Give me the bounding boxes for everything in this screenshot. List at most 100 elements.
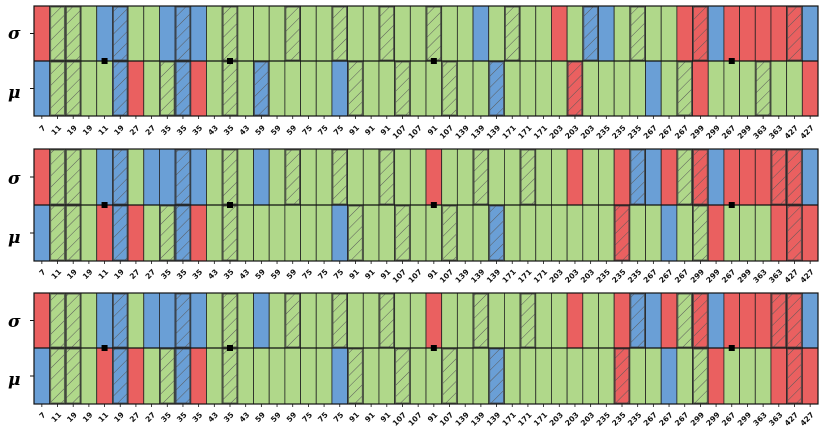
x-tick-label: 267 — [642, 410, 659, 427]
hatch-overlay — [442, 61, 457, 116]
x-tick-label: 139 — [469, 410, 486, 427]
x-tick-label: 299 — [704, 410, 721, 427]
heatmap-cell — [331, 204, 349, 262]
heatmap-cell — [253, 347, 270, 405]
heatmap-cell — [723, 60, 740, 117]
heatmap-cell — [300, 148, 317, 206]
heatmap-cell — [80, 60, 98, 117]
heatmap-cell — [582, 347, 599, 405]
heatmap-cell — [723, 5, 740, 62]
x-tick-label: 75 — [316, 123, 330, 137]
x-tick-label: 139 — [453, 123, 470, 140]
heatmap-cell — [409, 148, 427, 206]
panel-1: σ μ 7 11 19 19 11 19 27 27 35 35 35 43 35 43 59 59 59 75 7… — [8, 5, 819, 141]
heatmap-cell — [425, 204, 443, 262]
hatch-overlay — [771, 149, 787, 205]
heatmap-cell — [237, 5, 254, 62]
heatmap-cell — [566, 204, 584, 262]
heatmap-cell — [535, 5, 552, 62]
hatch-overlay — [630, 6, 645, 61]
row-label-mu: μ — [8, 228, 20, 248]
x-tick-label: 203 — [579, 123, 596, 140]
x-tick-label: 43 — [206, 267, 220, 281]
x-tick-label: 171 — [516, 123, 533, 140]
x-tick-label: 91 — [363, 267, 377, 281]
heatmap-cell — [535, 347, 552, 405]
heatmap-cell — [347, 148, 364, 206]
marker-point — [101, 345, 108, 351]
hatch-overlay — [395, 348, 410, 404]
heatmap-cell — [519, 347, 537, 405]
x-tick-label: 43 — [238, 410, 252, 424]
x-tick-label: 75 — [300, 267, 314, 281]
heatmap-cell — [503, 347, 521, 405]
hatch-overlay — [160, 61, 175, 116]
heatmap-cell — [801, 60, 819, 117]
x-tick-label: 235 — [595, 267, 612, 284]
heatmap-cell — [425, 292, 443, 349]
x-tick-label: 363 — [751, 123, 768, 140]
hatch-overlay — [787, 149, 802, 205]
x-tick-label: 235 — [610, 123, 627, 140]
x-tick-label: 35 — [222, 123, 236, 137]
x-tick-label: 299 — [736, 267, 753, 284]
heatmap-cell — [660, 292, 678, 349]
x-tick-label: 91 — [347, 410, 361, 424]
hatch-overlay — [175, 61, 191, 116]
x-tick-label: 91 — [347, 267, 361, 281]
x-tick-label: 107 — [406, 410, 423, 427]
heatmap-cell — [582, 148, 599, 206]
x-tick-label: 11 — [96, 123, 110, 137]
x-tick-label: 59 — [269, 410, 283, 424]
heatmap-cell — [723, 204, 740, 262]
heatmap-cell — [535, 148, 552, 206]
heatmap-cell — [206, 5, 223, 62]
heatmap-cell — [206, 148, 223, 206]
hatch-overlay — [379, 293, 395, 348]
heatmap-cell — [707, 292, 725, 349]
x-tick-label: 27 — [128, 123, 142, 137]
heatmap-cell — [237, 292, 254, 349]
heatmap-cell — [409, 5, 427, 62]
x-tick-label: 267 — [673, 410, 690, 427]
heatmap-cell — [598, 204, 615, 262]
x-tick-label: 107 — [406, 267, 423, 284]
heatmap-cell — [613, 292, 631, 349]
heatmap-cell — [692, 60, 709, 117]
heatmap-cell — [456, 60, 474, 117]
heatmap-cell — [503, 292, 521, 349]
x-tick-labels: 7 11 19 19 11 19 27 27 35 35 35 43 35 43 59 59 59 75 75 75 9… — [37, 261, 816, 285]
x-tick-label: 139 — [485, 410, 502, 427]
x-tick-label: 171 — [500, 410, 517, 427]
x-tick-label: 107 — [438, 410, 455, 427]
heatmap-cell — [488, 148, 505, 206]
x-tick-label: 59 — [285, 410, 299, 424]
heatmap-cell — [331, 60, 349, 117]
x-tick-label: 267 — [657, 410, 674, 427]
heatmap-cell — [347, 292, 364, 349]
x-tick-label: 139 — [485, 267, 502, 284]
heatmap-cell — [159, 5, 176, 62]
marker-point — [227, 58, 233, 64]
hatch-overlay — [285, 6, 300, 61]
heatmap-cell — [284, 60, 301, 117]
heatmap-cell — [268, 347, 286, 405]
hatch-overlay — [222, 293, 238, 348]
heatmap-cell — [206, 292, 223, 349]
heatmap-cell — [206, 347, 223, 405]
heatmap-cell — [33, 204, 51, 262]
heatmap-cell — [425, 148, 443, 206]
heatmap-cell — [676, 347, 693, 405]
x-tick-label: 203 — [548, 410, 565, 427]
heatmap-cell — [143, 204, 160, 262]
hatch-overlay — [693, 293, 708, 348]
heatmap-cell — [253, 204, 270, 262]
x-tick-label: 91 — [347, 123, 361, 137]
heatmap-cell — [598, 5, 615, 62]
heatmap-cell — [127, 204, 145, 262]
hatch-overlay — [693, 149, 708, 205]
heatmap-cell — [707, 204, 725, 262]
heatmap-cell — [362, 5, 380, 62]
heatmap-cell — [127, 60, 145, 117]
